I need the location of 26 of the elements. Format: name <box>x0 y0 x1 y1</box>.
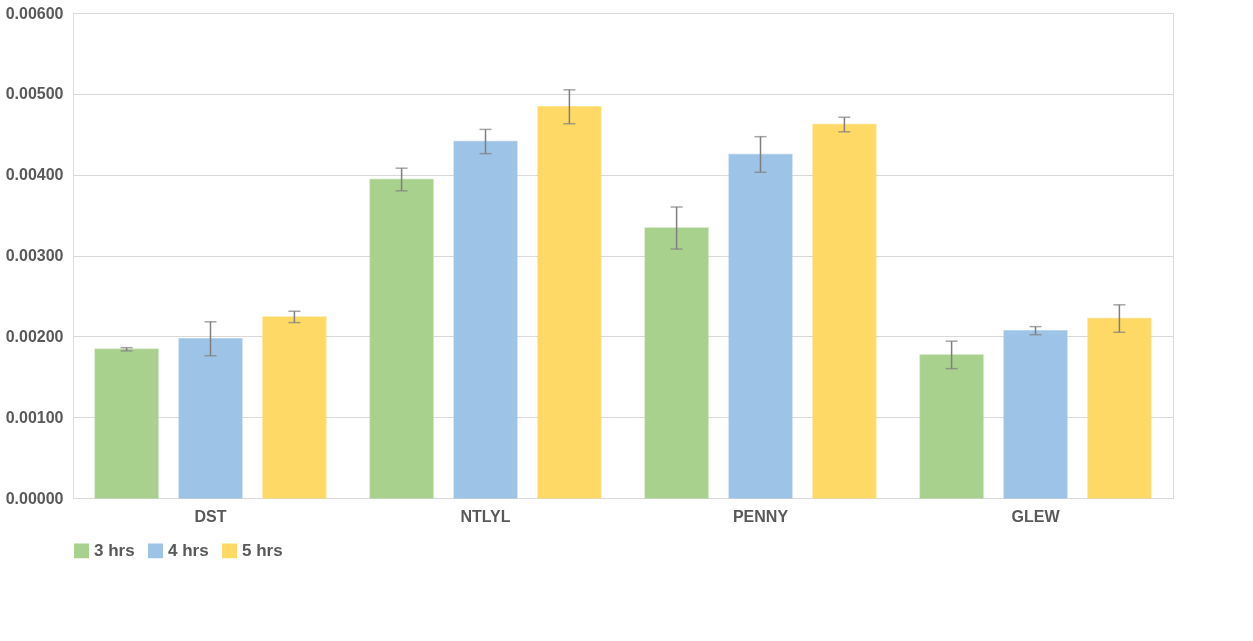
y-tick-label: 0.00500 <box>5 85 64 103</box>
bar <box>453 140 518 499</box>
bar <box>728 153 793 499</box>
x-tick-label: PENNY <box>732 507 789 525</box>
y-tick-label: 0.00400 <box>5 166 64 184</box>
bar <box>1003 329 1068 499</box>
bar <box>262 316 327 499</box>
y-tick-label: 0.00600 <box>5 4 64 22</box>
bar <box>369 178 434 499</box>
bar <box>644 227 709 499</box>
legend-label: 3 hrs <box>94 540 135 560</box>
y-tick-label: 0.00100 <box>5 408 64 426</box>
bar <box>94 348 159 499</box>
bar <box>1087 317 1152 499</box>
bar <box>812 123 877 499</box>
bar <box>919 354 984 499</box>
y-tick-label: 0.00000 <box>5 489 64 507</box>
y-tick-label: 0.00200 <box>5 327 64 345</box>
legend-label: 4 hrs <box>168 540 209 560</box>
x-tick-label: NTLYL <box>460 507 511 525</box>
y-tick-label: 0.00300 <box>5 247 64 264</box>
legend-label: 5 hrs <box>242 540 283 560</box>
x-tick-label: GLEW <box>1011 507 1061 525</box>
x-tick-label: DST <box>194 507 227 525</box>
bar <box>537 106 602 499</box>
bar <box>178 338 243 499</box>
